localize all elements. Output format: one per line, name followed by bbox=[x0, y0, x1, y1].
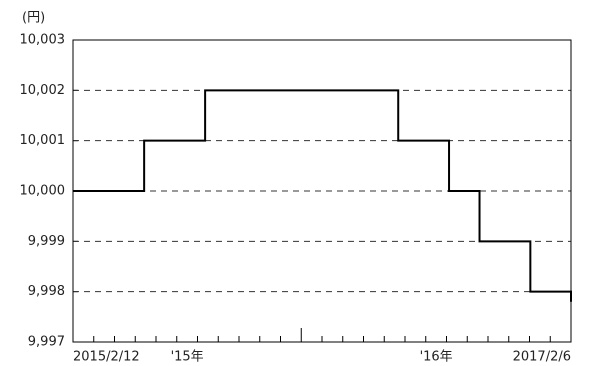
y-axis-unit: (円) bbox=[22, 11, 45, 26]
y-tick-label: 9,998 bbox=[28, 284, 65, 299]
y-tick-label: 9,997 bbox=[28, 335, 65, 350]
y-tick-label: 9,999 bbox=[28, 234, 65, 249]
year-label: '16年 bbox=[420, 350, 453, 365]
nav-line bbox=[73, 89, 572, 302]
x-tick-label: 2017/2/6 bbox=[513, 350, 571, 365]
y-tick-label: 10,000 bbox=[20, 184, 66, 199]
y-tick-label: 10,001 bbox=[20, 133, 66, 148]
x-tick-label: 2015/2/12 bbox=[73, 350, 140, 365]
y-tick-label: 10,002 bbox=[20, 83, 66, 98]
y-tick-label: 10,003 bbox=[20, 33, 66, 48]
year-label: '15年 bbox=[171, 350, 204, 365]
